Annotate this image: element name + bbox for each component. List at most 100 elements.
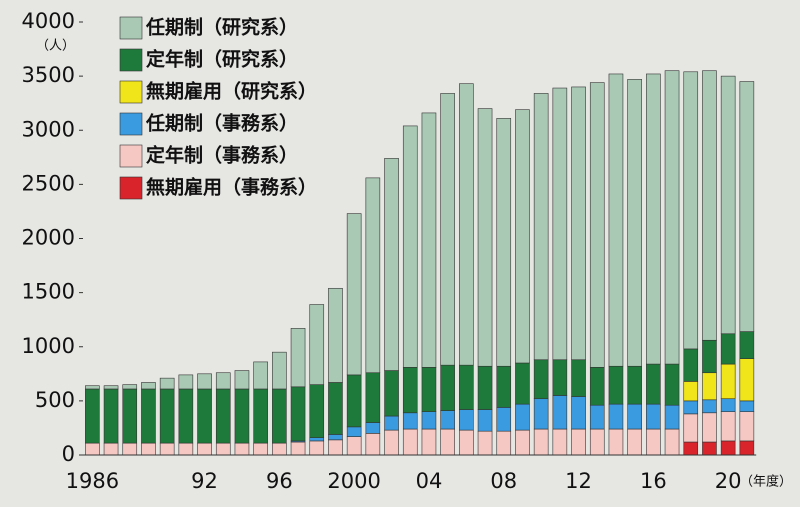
y-tick-label: 2000 xyxy=(22,226,75,250)
bar-segment xyxy=(720,363,736,400)
bar-segment xyxy=(664,363,680,406)
bar-segment xyxy=(571,359,586,397)
bar-segment xyxy=(552,359,568,396)
x-tick-label: 16 xyxy=(640,469,667,493)
bar-segment xyxy=(664,404,680,430)
bar-segment xyxy=(85,385,100,390)
x-tick-label: 04 xyxy=(416,469,443,493)
bar-segment xyxy=(421,112,437,368)
legend-swatch xyxy=(119,48,143,72)
bar-segment xyxy=(627,79,642,367)
bar-segment xyxy=(720,75,736,335)
bar-segment xyxy=(739,331,755,359)
bar-segment xyxy=(346,426,362,437)
bar-segment xyxy=(440,364,455,411)
bar-segment xyxy=(646,403,661,430)
bar-segment xyxy=(720,333,736,365)
bar-segment xyxy=(477,108,493,367)
bar-segment xyxy=(571,428,586,456)
y-tick-label: 1000 xyxy=(22,334,75,358)
bar-segment xyxy=(459,409,474,431)
bar-segment xyxy=(664,70,680,365)
bar-segment xyxy=(290,441,306,456)
x-tick-label: 12 xyxy=(565,469,592,493)
legend-label: 任期制（事務系） xyxy=(145,112,298,135)
bar-segment xyxy=(103,388,119,444)
bar-segment xyxy=(272,351,287,390)
bar-segment xyxy=(496,407,512,432)
bar-segment xyxy=(739,81,755,332)
bar-segment xyxy=(122,442,138,456)
bar-segment xyxy=(309,384,325,438)
legend-label: 無期雇用（研究系） xyxy=(146,80,317,103)
bar-segment xyxy=(103,442,119,456)
bar-segment xyxy=(159,442,175,456)
bar-segment xyxy=(515,109,530,364)
bar-segment xyxy=(459,429,474,456)
bar-segment xyxy=(646,73,661,365)
bar-segment xyxy=(384,370,399,417)
bar-segment xyxy=(683,71,699,350)
bar-segment xyxy=(702,441,717,456)
bar-segment xyxy=(627,365,642,405)
bar-segment xyxy=(309,304,325,385)
bar-segment xyxy=(346,436,362,456)
bar-segment xyxy=(85,442,100,456)
legend-label: 定年制（事務系） xyxy=(146,144,298,167)
bar-segment xyxy=(589,82,605,368)
bar-segment xyxy=(197,373,212,390)
bar-segment xyxy=(253,388,268,444)
legend-swatch xyxy=(119,16,143,40)
bar-segment xyxy=(178,442,194,456)
bar-segment xyxy=(683,381,699,402)
bar-segment xyxy=(159,388,175,444)
bar-segment xyxy=(141,442,156,456)
bar-segment xyxy=(739,358,755,402)
bar-segment xyxy=(608,428,624,456)
bar-segment xyxy=(253,361,268,390)
bar-segment xyxy=(384,158,399,371)
x-tick-label: 20 xyxy=(715,469,742,493)
y-tick-label: 2500 xyxy=(22,171,75,195)
bar-segment xyxy=(571,396,586,430)
bar-segment xyxy=(702,339,717,374)
bar-segment xyxy=(178,374,194,390)
y-tick-label: 3000 xyxy=(22,117,75,141)
bar-segment xyxy=(477,365,493,410)
bar-segment xyxy=(552,395,568,430)
bar-segment xyxy=(627,428,642,456)
bar-segment xyxy=(589,404,605,430)
bar-segment xyxy=(739,411,755,442)
legend-swatch xyxy=(119,80,143,104)
bar-segment xyxy=(159,377,175,390)
bar-segment xyxy=(683,400,699,415)
bar-segment xyxy=(328,382,343,435)
bar-segment xyxy=(215,388,231,444)
bar-segment xyxy=(702,412,717,443)
bar-segment xyxy=(533,398,549,430)
bar-segment xyxy=(608,403,624,430)
bar-segment xyxy=(533,359,549,400)
legend-swatch xyxy=(119,144,143,168)
bar-segment xyxy=(571,86,586,361)
bar-segment xyxy=(421,411,437,430)
bar-segment xyxy=(421,367,437,413)
bar-segment xyxy=(309,440,325,456)
bar-segment xyxy=(496,430,512,456)
bar-segment xyxy=(496,118,512,367)
bar-segment xyxy=(702,70,717,341)
bar-segment xyxy=(515,403,530,431)
bar-segment xyxy=(328,287,343,383)
bar-segment xyxy=(459,364,474,410)
bar-segment xyxy=(122,388,138,444)
bar-segment xyxy=(440,410,455,430)
legend-label: 任期制（研究系） xyxy=(145,16,298,39)
bar-segment xyxy=(589,428,605,456)
x-tick-label: 2000 xyxy=(327,469,380,493)
bar-segment xyxy=(608,73,624,367)
bar-segment xyxy=(440,93,455,366)
y-tick-label: 4000 xyxy=(22,9,75,33)
bar-segment xyxy=(103,385,119,390)
bar-segment xyxy=(290,328,306,388)
